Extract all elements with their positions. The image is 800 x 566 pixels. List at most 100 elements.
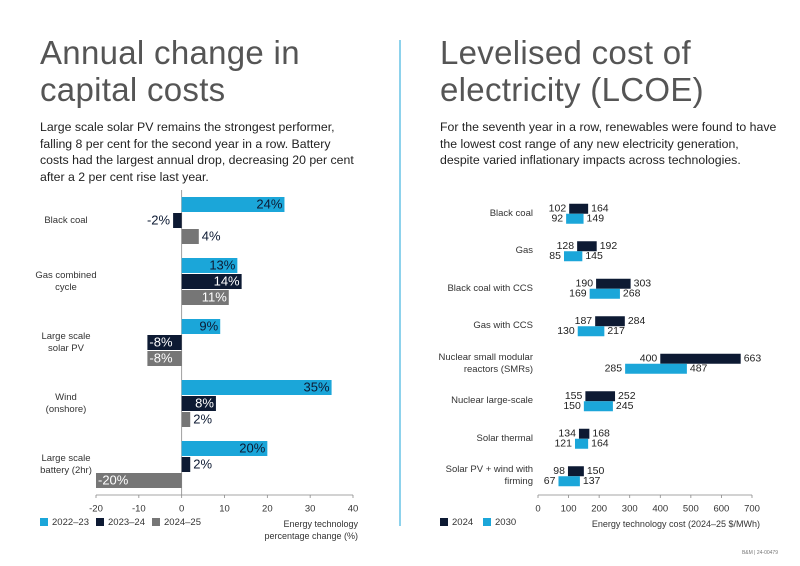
x-tick-label: 100 [561, 504, 577, 515]
bar [181, 457, 191, 472]
value-label: 155 [565, 390, 583, 402]
value-label: 400 [640, 353, 658, 365]
value-label: 98 [553, 465, 565, 477]
range-bar [574, 438, 589, 449]
value-label: -2% [147, 212, 171, 227]
x-tick-label: 40 [348, 504, 359, 515]
legend-label: 2030 [495, 517, 516, 528]
bar [181, 396, 216, 411]
value-label: 2% [193, 456, 212, 471]
x-tick-label: 400 [652, 504, 668, 515]
x-tick-label: 0 [179, 504, 184, 515]
y-tick-label: Gas combined cycle [35, 269, 97, 293]
bar [181, 197, 285, 212]
value-label: 11% [202, 289, 227, 304]
range-bar [569, 203, 589, 214]
value-label: 145 [585, 250, 603, 262]
legend-label: 2022–23 [52, 517, 89, 528]
chart-title: Annual change in capital costs [40, 34, 300, 108]
bar [173, 213, 182, 228]
y-tick-label: Gas with CCS [473, 320, 533, 332]
footer: B&M | 24-00479 [741, 550, 778, 556]
legend-label: 2023–24 [108, 517, 145, 528]
chart-subtitle: For the seventh year in a row, renewable… [440, 120, 777, 167]
value-label: 134 [558, 428, 576, 440]
x-tick-label: 20 [262, 504, 273, 515]
bar [181, 229, 199, 244]
value-label: 303 [634, 278, 652, 290]
y-tick-label: Solar thermal [476, 432, 534, 444]
range-bar [563, 251, 583, 262]
value-label: 85 [549, 250, 561, 262]
range-bar [567, 466, 584, 477]
x-tick-label: 200 [591, 504, 607, 515]
y-tick-label: Large scale solar PV [41, 330, 91, 354]
y-tick-label: Large scale battery (2hr) [40, 452, 92, 476]
range-bar [595, 316, 625, 327]
bar [147, 351, 182, 366]
x-axis-label: Energy technology cost (2024–25 $/MWh) [591, 519, 760, 529]
y-tick-label: Nuclear large-scale [451, 395, 533, 407]
value-label: 164 [591, 203, 609, 215]
legend-swatch [440, 518, 448, 526]
x-tick-label: 300 [622, 504, 638, 515]
value-label: 252 [618, 390, 636, 402]
range-bar [566, 213, 584, 224]
legend-label: 2024–25 [164, 517, 201, 528]
value-label: 128 [557, 240, 575, 252]
value-label: -8% [149, 334, 173, 349]
range-bar [558, 476, 580, 487]
value-label: 14% [214, 273, 240, 288]
value-label: 20% [239, 440, 265, 455]
value-label: 168 [592, 428, 610, 440]
value-label: 187 [575, 315, 593, 327]
value-label: -20% [98, 472, 129, 487]
y-tick-label: Black coal with CCS [447, 282, 533, 294]
value-label: 130 [557, 325, 575, 337]
range-bar [589, 288, 620, 299]
chart-title: Levelised cost of electricity (LCOE) [440, 34, 704, 108]
value-label: 164 [591, 438, 609, 450]
value-label: 9% [199, 318, 218, 333]
value-label: 487 [690, 363, 708, 375]
range-bar [577, 241, 597, 252]
range-bar [583, 401, 613, 412]
x-tick-label: 10 [219, 504, 230, 515]
bar [96, 473, 182, 488]
x-tick-label: 600 [713, 504, 729, 515]
range-bar [660, 353, 741, 364]
value-label: 169 [569, 288, 587, 300]
range-bar [577, 326, 605, 337]
range-bar [578, 428, 590, 439]
value-label: 13% [209, 257, 235, 272]
legend-swatch [483, 518, 491, 526]
legend-swatch [40, 518, 48, 526]
x-tick-label: 0 [535, 504, 540, 515]
value-label: 245 [616, 400, 634, 412]
value-label: 2% [193, 411, 212, 426]
value-label: 150 [563, 400, 581, 412]
range-bar [596, 278, 631, 289]
value-label: 4% [202, 228, 221, 243]
value-label: 192 [600, 240, 618, 252]
y-tick-label: Black coal [489, 207, 533, 219]
value-label: -8% [149, 350, 173, 365]
x-tick-label: 500 [683, 504, 699, 515]
legend-swatch [152, 518, 160, 526]
y-tick-label: Black coal [44, 214, 88, 226]
bar [181, 274, 242, 289]
value-label: 8% [195, 395, 214, 410]
value-label: 121 [554, 438, 572, 450]
x-tick-label: 700 [744, 504, 760, 515]
value-label: 102 [549, 203, 567, 215]
value-label: 137 [583, 475, 601, 487]
bar [181, 258, 238, 273]
x-tick-label: -20 [89, 504, 103, 515]
range-bar [585, 391, 616, 402]
x-tick-label: 30 [305, 504, 316, 515]
y-tick-label: Nuclear small modular reactors (SMRs) [438, 351, 533, 375]
value-label: 663 [744, 353, 762, 365]
y-tick-label: Wind (onshore) [45, 391, 87, 415]
